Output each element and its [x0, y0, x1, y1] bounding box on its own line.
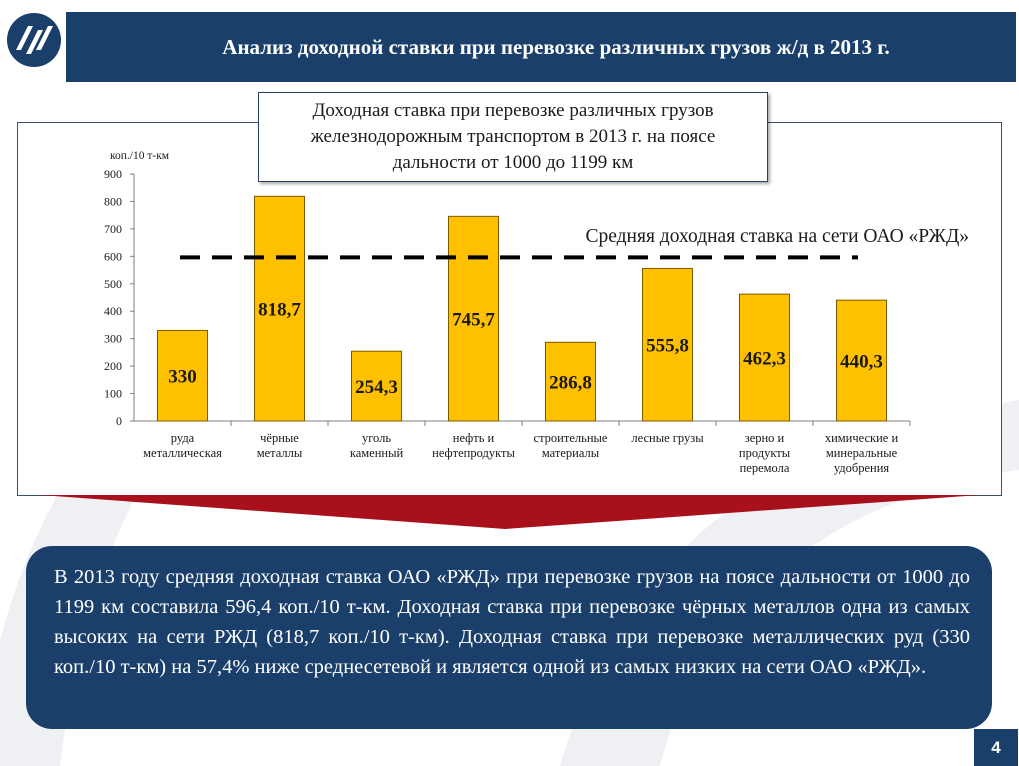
page-title: Анализ доходной ставки при перевозке раз…	[222, 34, 890, 59]
data-label: 440,3	[840, 352, 883, 373]
bar	[545, 341, 596, 422]
data-label: 555,8	[646, 336, 689, 357]
x-tick-label: чёрные металлы	[257, 431, 303, 460]
bar	[448, 215, 499, 422]
x-tick-label: лесные грузы	[631, 431, 704, 445]
page-number-box: 4	[974, 729, 1018, 766]
bar	[739, 293, 790, 422]
summary-box: В 2013 году средняя доходная ставка ОАО …	[26, 546, 992, 729]
y-tick-label: 100	[104, 387, 122, 401]
bar	[254, 195, 305, 422]
y-axis-label: коп./10 т-км	[110, 150, 170, 162]
x-tick-label: химические и минеральные удобрения	[825, 431, 899, 475]
y-tick-label: 700	[104, 222, 122, 236]
down-arrow-icon	[40, 495, 980, 529]
y-tick-label: 300	[104, 332, 122, 346]
data-label: 818,7	[258, 300, 301, 321]
x-tick-label: зерно и продукты перемола	[739, 431, 791, 475]
rzd-logo-icon	[7, 13, 61, 67]
y-tick-label: 500	[104, 277, 122, 291]
data-label: 745,7	[452, 310, 495, 331]
x-tick-label: уголь каменный	[350, 431, 404, 460]
y-tick-label: 0	[116, 414, 122, 428]
bar-chart: 0 100 200 300 400 500 600 700 800 900 коп./10 т-км…	[104, 150, 969, 475]
x-tick-label: нефть и нефтепродукты	[432, 431, 515, 460]
header-bar: Анализ доходной ставки при перевозке раз…	[66, 12, 1016, 82]
x-tick-label: руда металлическая	[143, 431, 222, 460]
y-tick-label: 400	[104, 304, 122, 318]
page-number: 4	[991, 737, 1001, 757]
y-tick-label: 800	[104, 194, 122, 208]
chart-title-box: Доходная ставка при перевозке различных …	[258, 92, 768, 182]
y-tick-label: 900	[104, 167, 122, 181]
y-tick-label: 600	[104, 249, 122, 263]
bar	[836, 299, 887, 422]
data-label: 254,3	[355, 377, 398, 398]
data-label: 462,3	[743, 349, 786, 370]
bar	[157, 329, 208, 422]
bar	[642, 267, 693, 422]
y-tick-label: 200	[104, 359, 122, 373]
summary-text: В 2013 году средняя доходная ставка ОАО …	[54, 566, 970, 678]
chart-title: Доходная ставка при перевозке различных …	[310, 100, 716, 173]
data-label: 286,8	[549, 373, 592, 394]
average-reference-label: Средняя доходная ставка на сети ОАО «РЖД…	[585, 226, 969, 247]
x-tick-label: строительные материалы	[534, 431, 608, 460]
bar	[351, 350, 402, 422]
data-label: 330	[168, 367, 197, 388]
